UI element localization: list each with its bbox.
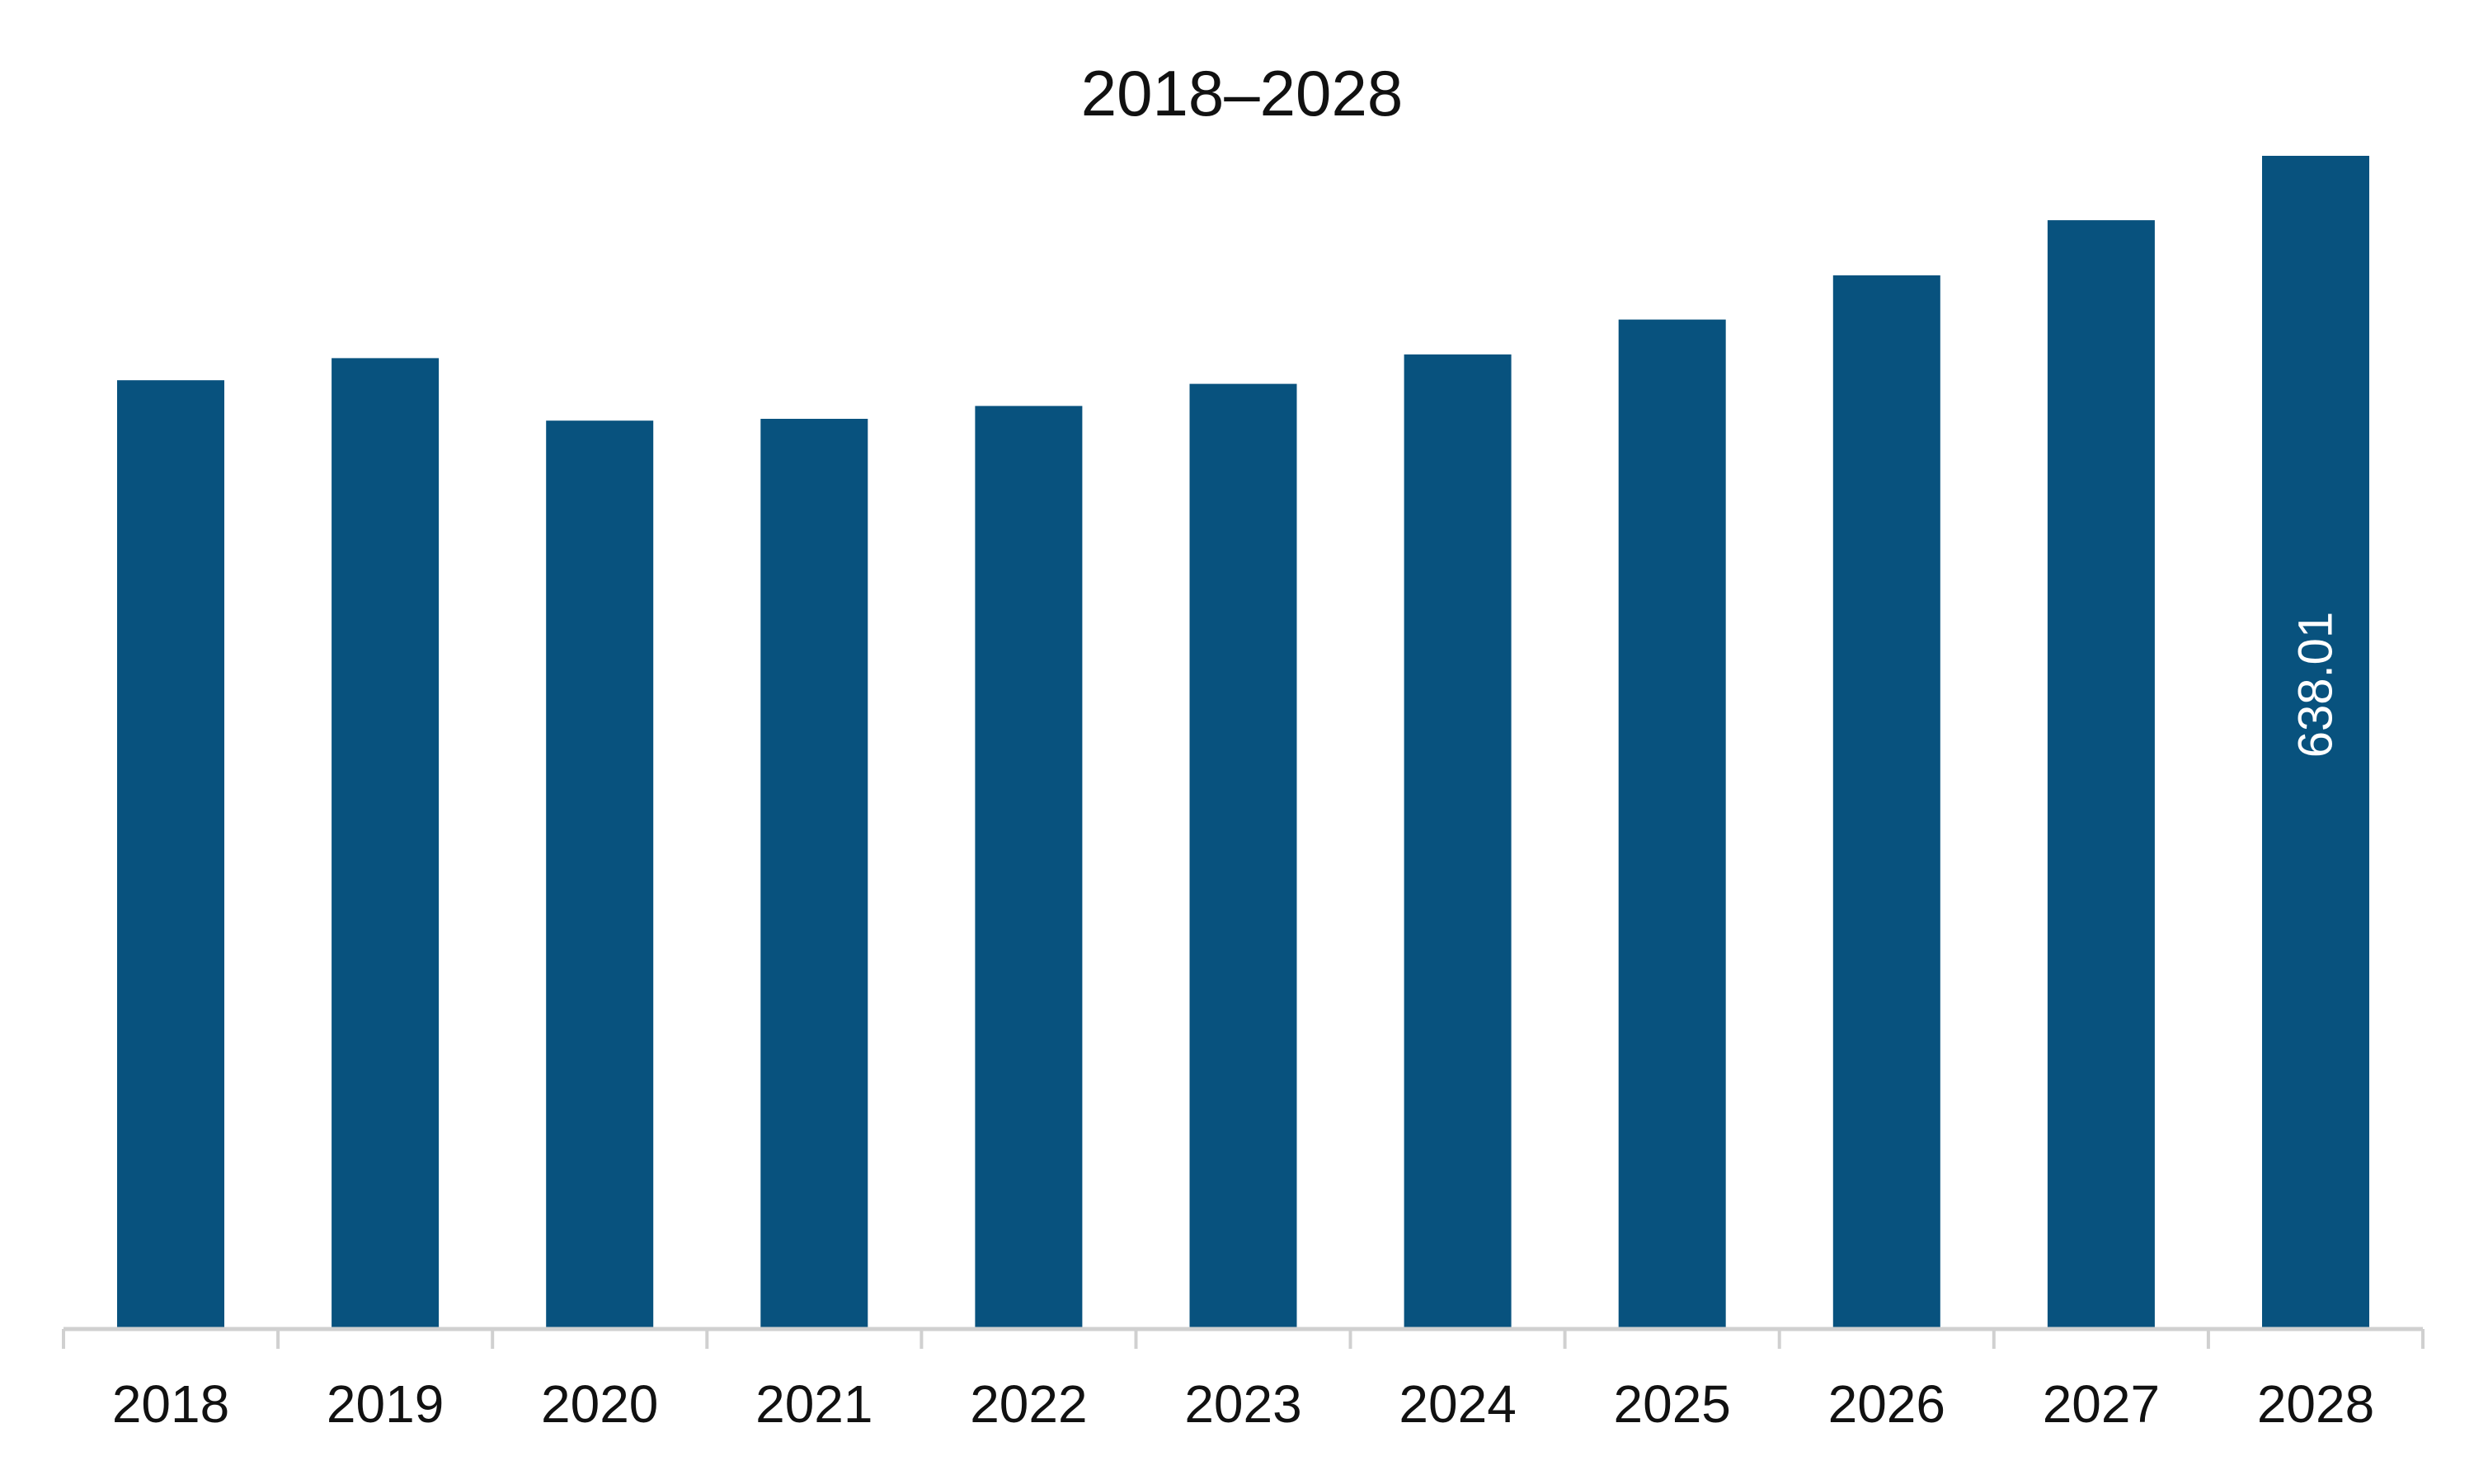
- x-tick-label-2026: 2026: [1828, 1374, 1945, 1434]
- bar-2019: [332, 358, 440, 1329]
- x-tick-label-2019: 2019: [327, 1374, 444, 1434]
- data-label-2028: 638.01: [2289, 612, 2343, 758]
- x-tick-label-2025: 2025: [1614, 1374, 1731, 1434]
- bar-2024: [1404, 354, 1512, 1329]
- bar-2028: [2262, 156, 2369, 1329]
- bar-2023: [1189, 383, 1297, 1330]
- x-tick-label-2024: 2024: [1399, 1374, 1516, 1434]
- bar-2026: [1832, 275, 1940, 1329]
- x-axis: 2018 2019 2020 2021 2022 2023 2024 2025 2026 2027…: [62, 1327, 2425, 1434]
- data-labels-group: 638.01: [2289, 612, 2343, 758]
- bar-2021: [760, 419, 868, 1329]
- bar-2027: [2047, 220, 2155, 1330]
- bar-2018: [117, 380, 224, 1330]
- x-tick-label-2022: 2022: [970, 1374, 1087, 1434]
- chart-title: 2018–2028: [1081, 57, 1403, 129]
- bar-2022: [975, 406, 1083, 1329]
- bar-2020: [546, 420, 654, 1330]
- bars-group: [117, 156, 2369, 1330]
- x-tick-label-2023: 2023: [1184, 1374, 1301, 1434]
- x-tick-label-2028: 2028: [2257, 1374, 2374, 1434]
- x-tick-label-2021: 2021: [755, 1374, 872, 1434]
- x-tick-label-2018: 2018: [112, 1374, 229, 1434]
- bar-2025: [1618, 319, 1726, 1330]
- x-tick-label-2027: 2027: [2043, 1374, 2160, 1434]
- x-tick-label-2020: 2020: [541, 1374, 658, 1434]
